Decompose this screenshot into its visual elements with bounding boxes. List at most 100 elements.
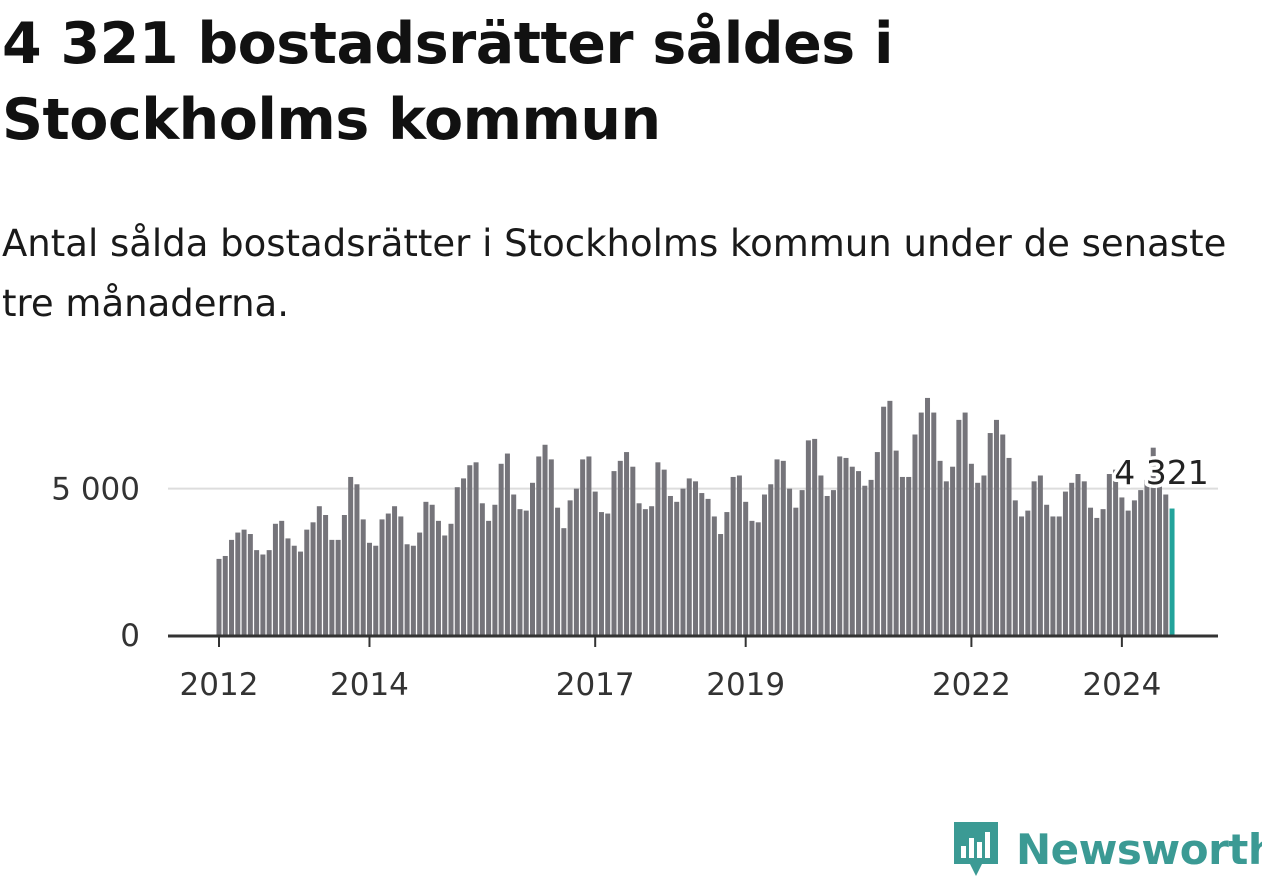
- bar: [812, 438, 818, 635]
- bar: [981, 475, 987, 635]
- bar: [341, 515, 347, 635]
- bar: [937, 460, 943, 635]
- bar: [229, 539, 235, 635]
- bar: [1169, 508, 1175, 635]
- bar: [987, 433, 993, 635]
- bar: [498, 463, 504, 635]
- bar: [504, 453, 510, 635]
- bar: [686, 478, 692, 635]
- bar: [530, 482, 535, 635]
- bar: [793, 507, 799, 635]
- chart-subtitle: Antal sålda bostadsrätter i Stockholms k…: [2, 222, 1227, 325]
- bar: [925, 397, 931, 635]
- bar: [1044, 504, 1050, 635]
- bar-series: [216, 397, 1175, 635]
- bar: [837, 456, 843, 635]
- bar: [1144, 479, 1150, 635]
- bar: [598, 512, 604, 635]
- bar: [354, 484, 360, 635]
- bar: [674, 501, 680, 635]
- bar: [467, 465, 473, 635]
- bar: [655, 462, 661, 635]
- bar: [548, 459, 554, 635]
- bar: [486, 520, 492, 635]
- bar: [222, 555, 228, 635]
- annotation-label: 4 321: [1114, 453, 1208, 492]
- bar: [461, 478, 467, 635]
- bar: [736, 475, 742, 635]
- bar: [1012, 500, 1018, 635]
- bar: [398, 516, 404, 635]
- bar: [1025, 510, 1031, 635]
- bar: [749, 520, 755, 635]
- bar: [385, 513, 391, 635]
- bar: [975, 482, 981, 635]
- bar: [404, 544, 410, 635]
- bar: [1081, 481, 1087, 635]
- brand-name: Newsworthy: [1016, 824, 1262, 874]
- bar: [805, 440, 811, 635]
- bar: [360, 519, 366, 635]
- bar: [1106, 474, 1112, 635]
- bar: [1125, 510, 1131, 635]
- bar: [906, 476, 912, 635]
- bar: [699, 493, 705, 635]
- bar: [824, 495, 830, 635]
- bar: [379, 519, 385, 635]
- bar: [730, 476, 736, 635]
- y-axis-ticks: 0 5 000: [51, 472, 140, 654]
- y-tick-label: 0: [120, 618, 140, 654]
- bar: [272, 523, 278, 635]
- bar: [611, 471, 617, 635]
- bar: [429, 504, 435, 635]
- bar: [1037, 475, 1043, 635]
- x-tick-label: 2024: [1082, 667, 1161, 703]
- bar: [492, 504, 498, 635]
- bar: [567, 500, 573, 635]
- bar: [1056, 516, 1062, 635]
- bar: [818, 475, 824, 635]
- bar: [693, 481, 699, 635]
- bar: [931, 412, 937, 635]
- x-tick-label: 2017: [556, 667, 635, 703]
- bar: [291, 545, 297, 635]
- bar: [511, 494, 517, 635]
- bar: [868, 479, 874, 635]
- bar: [718, 534, 724, 635]
- bar: [962, 412, 968, 635]
- bar: [260, 554, 266, 635]
- bar: [1131, 500, 1137, 635]
- bar: [254, 550, 260, 635]
- bar: [329, 539, 335, 635]
- bar: [874, 452, 880, 635]
- bar: [1113, 469, 1119, 635]
- bar: [373, 545, 379, 635]
- bar: [392, 506, 398, 635]
- bar: [573, 488, 579, 635]
- bar: [724, 512, 730, 635]
- bar: [968, 463, 974, 635]
- bar: [661, 469, 667, 635]
- newsworthy-logo: Newsworthy: [952, 820, 1262, 878]
- bar: [304, 529, 310, 635]
- bar: [448, 523, 454, 635]
- bar: [417, 532, 423, 635]
- bar: [887, 400, 893, 635]
- bar: [1019, 516, 1025, 635]
- bar: [1100, 509, 1106, 635]
- bar: [580, 459, 586, 635]
- bar: [423, 501, 429, 635]
- bar: [1075, 474, 1081, 635]
- bar: [454, 487, 460, 635]
- bar: [592, 491, 598, 635]
- bar: [711, 516, 717, 635]
- bar: [956, 419, 962, 635]
- bar: [410, 545, 416, 635]
- bar: [899, 476, 905, 635]
- chart-title: 4 321 bostadsrätter såldes i Stockholms …: [2, 11, 894, 153]
- bar: [298, 551, 304, 635]
- bar: [705, 498, 711, 635]
- bar: [918, 412, 924, 635]
- bar: [479, 503, 485, 635]
